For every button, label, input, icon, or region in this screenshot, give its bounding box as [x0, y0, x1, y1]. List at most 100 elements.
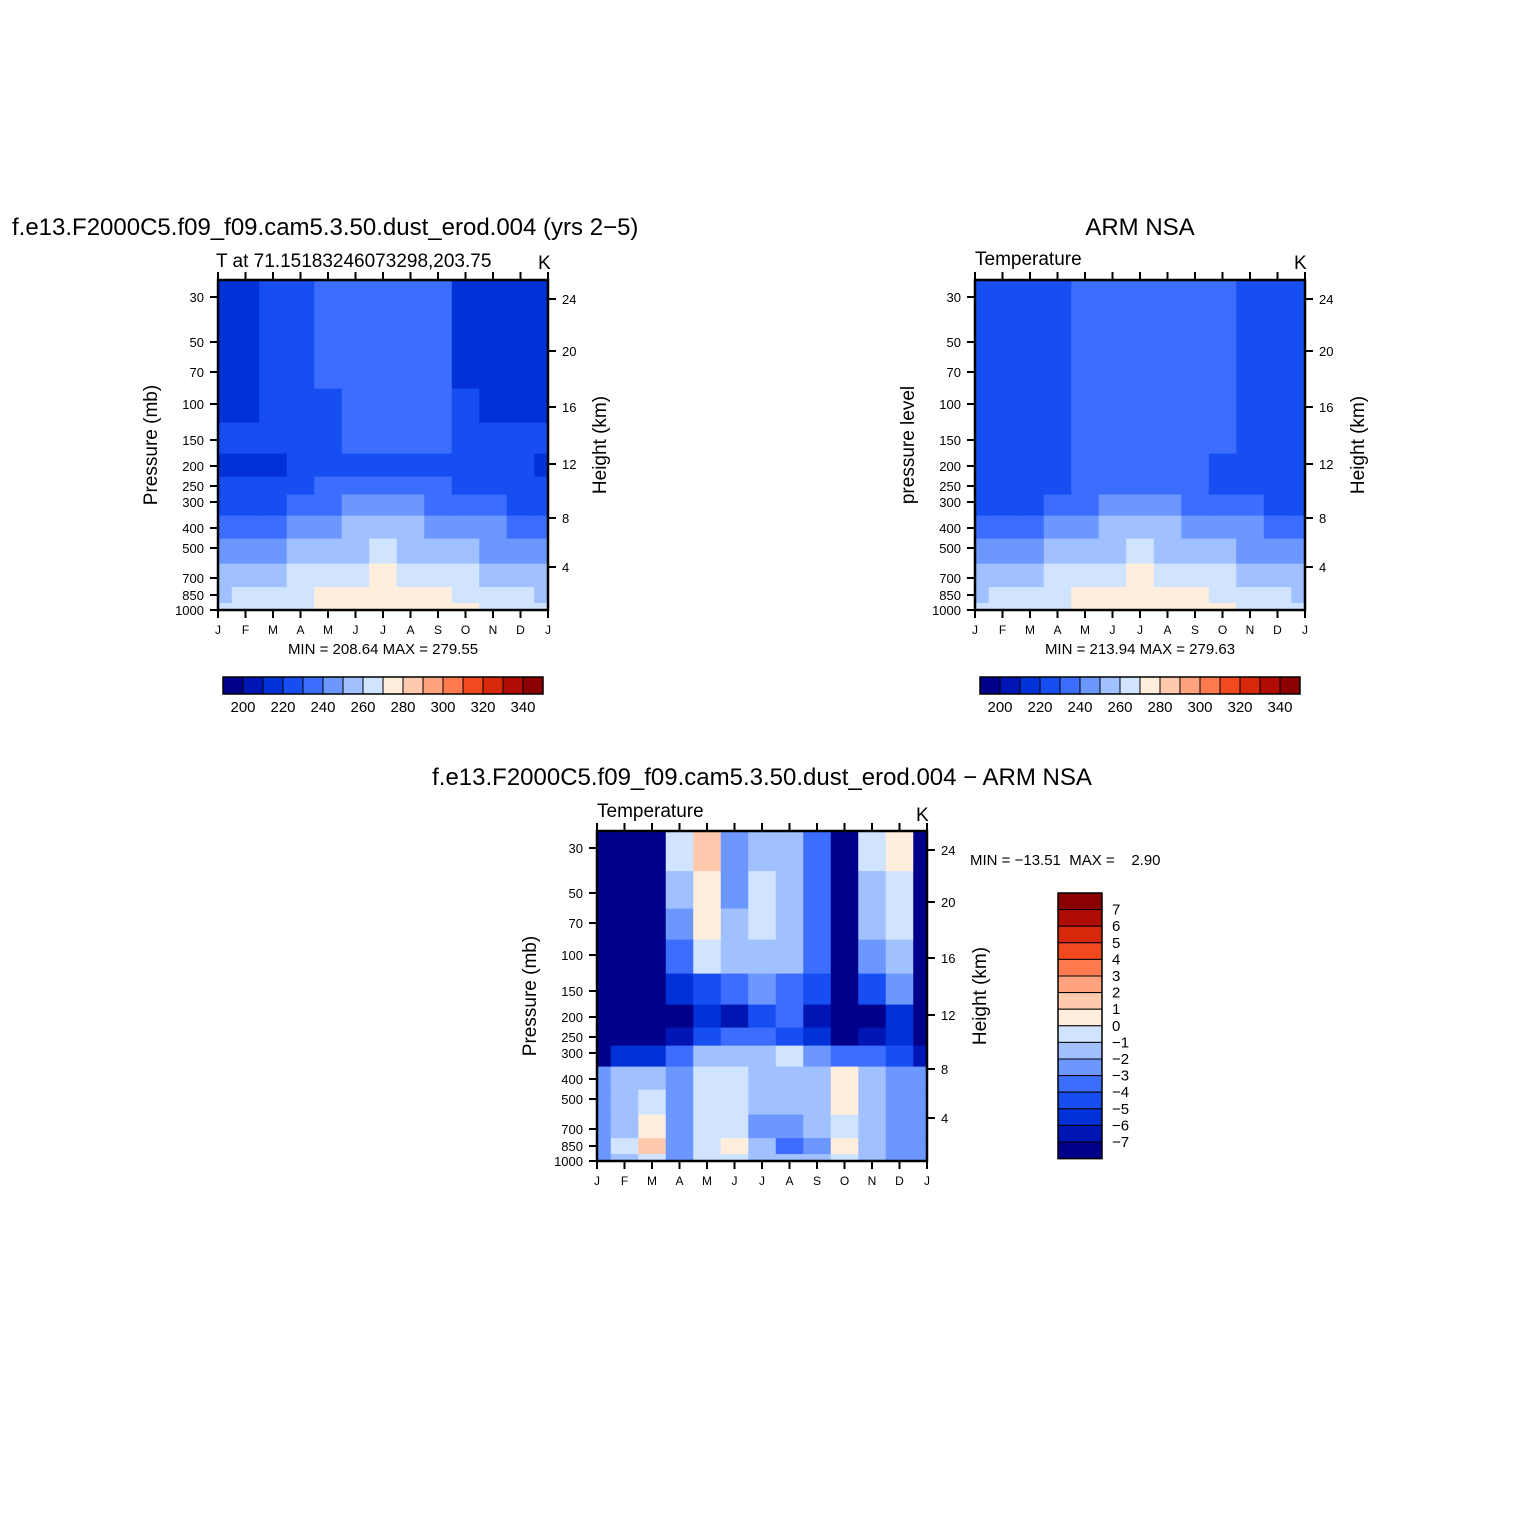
contour-cell [1263, 602, 1292, 611]
contour-cell [1208, 538, 1237, 564]
contour-cell [1071, 319, 1100, 358]
contour-cell [259, 494, 288, 516]
contour-cell [1043, 538, 1072, 564]
contour-cell [286, 538, 315, 564]
contour-cell [259, 602, 288, 611]
contour-cell [1236, 280, 1265, 321]
contour-cell [885, 1153, 914, 1162]
contour-cell [479, 453, 508, 477]
colorbar-label: 340 [510, 699, 535, 716]
contour-cell [314, 453, 343, 477]
contour-cell [913, 1153, 928, 1162]
x-tick-label: F [621, 1174, 628, 1188]
contour-cell [1071, 515, 1100, 539]
contour-cell [479, 515, 508, 539]
contour-cell [451, 280, 480, 321]
contour-cell [218, 388, 233, 423]
colorbar-box [462, 676, 484, 695]
contour-cell [803, 908, 832, 940]
contour-cell [369, 388, 398, 423]
contour-cell [424, 280, 453, 321]
y-right-tick-label: 20 [1319, 344, 1333, 359]
contour-cell [506, 280, 535, 321]
panel-diff-subtitle-left: Temperature [597, 801, 704, 822]
contour-cell [913, 1004, 928, 1028]
colorbar-box [1057, 1091, 1103, 1110]
contour-cell [803, 1089, 832, 1115]
contour-cell [638, 831, 667, 872]
x-tick-label: A [1163, 623, 1171, 637]
contour-cell [913, 939, 928, 974]
contour-cell [286, 357, 315, 389]
contour-cell [1126, 476, 1155, 495]
y-tick-label: 100 [561, 948, 583, 963]
colorbar-box [1057, 1124, 1103, 1143]
contour-cell [1153, 602, 1182, 611]
contour-cell [775, 1114, 804, 1139]
contour-cell [506, 602, 535, 611]
contour-cell [975, 319, 990, 358]
contour-cell [1071, 388, 1100, 423]
colorbar-box [222, 676, 244, 695]
contour-cell [665, 939, 694, 974]
contour-cell [1181, 586, 1210, 604]
contour-cell [1208, 422, 1237, 454]
colorbar-box [1159, 676, 1181, 695]
contour-cell [341, 388, 370, 423]
contour-cell [506, 563, 535, 588]
contour-cell [314, 280, 343, 321]
contour-cell [1291, 563, 1306, 588]
contour-cell [1153, 319, 1182, 358]
x-tick-label: O [840, 1174, 849, 1188]
contour-cell [1153, 357, 1182, 389]
contour-cell [885, 831, 914, 872]
y-tick-label: 200 [182, 459, 204, 474]
contour-cell [638, 1066, 667, 1090]
contour-cell [231, 422, 260, 454]
contour-cell [506, 586, 535, 604]
y-tick-label: 200 [561, 1010, 583, 1025]
contour-cell [479, 586, 508, 604]
contour-cell [259, 476, 288, 495]
y-tick-label: 50 [947, 335, 961, 350]
y-tick-label: 1000 [932, 603, 961, 618]
contour-cell [1291, 357, 1306, 389]
contour-cell [1016, 602, 1045, 611]
contour-cell [506, 422, 535, 454]
contour-cell [1126, 357, 1155, 389]
contour-cell [858, 908, 887, 940]
contour-cell [479, 280, 508, 321]
contour-cell [988, 494, 1017, 516]
contour-cell [693, 939, 722, 974]
contour-cell [259, 388, 288, 423]
x-tick-label: A [296, 623, 304, 637]
contour-cell [218, 476, 233, 495]
y-right-tick-label: 4 [562, 560, 569, 575]
contour-cell [1016, 586, 1045, 604]
colorbar-box [1057, 909, 1103, 927]
contour-cell [1126, 388, 1155, 423]
contour-cell [1016, 453, 1045, 477]
y-tick-label: 300 [939, 495, 961, 510]
contour-cell [479, 563, 508, 588]
contour-cell [1126, 319, 1155, 358]
y-right-tick-label: 12 [941, 1008, 955, 1023]
contour-cell [1153, 494, 1182, 516]
contour-cell [830, 831, 859, 872]
panel-model-title: f.e13.F2000C5.f09_f09.cam5.3.50.dust_ero… [12, 214, 638, 241]
colorbar-box [502, 676, 524, 695]
contour-cell [597, 1004, 612, 1028]
contour-cell [830, 908, 859, 940]
contour-cell [748, 870, 777, 909]
contour-cell [231, 563, 260, 588]
x-tick-label: A [675, 1174, 683, 1188]
contour-cell [341, 476, 370, 495]
contour-cell [610, 1066, 639, 1090]
contour-cell [369, 586, 398, 604]
contour-cell [534, 586, 549, 604]
contour-cell [506, 453, 535, 477]
panel-diff-ylabel: Pressure (mb) [520, 936, 541, 1056]
contour-cell [534, 453, 549, 477]
contour-cell [1291, 586, 1306, 604]
